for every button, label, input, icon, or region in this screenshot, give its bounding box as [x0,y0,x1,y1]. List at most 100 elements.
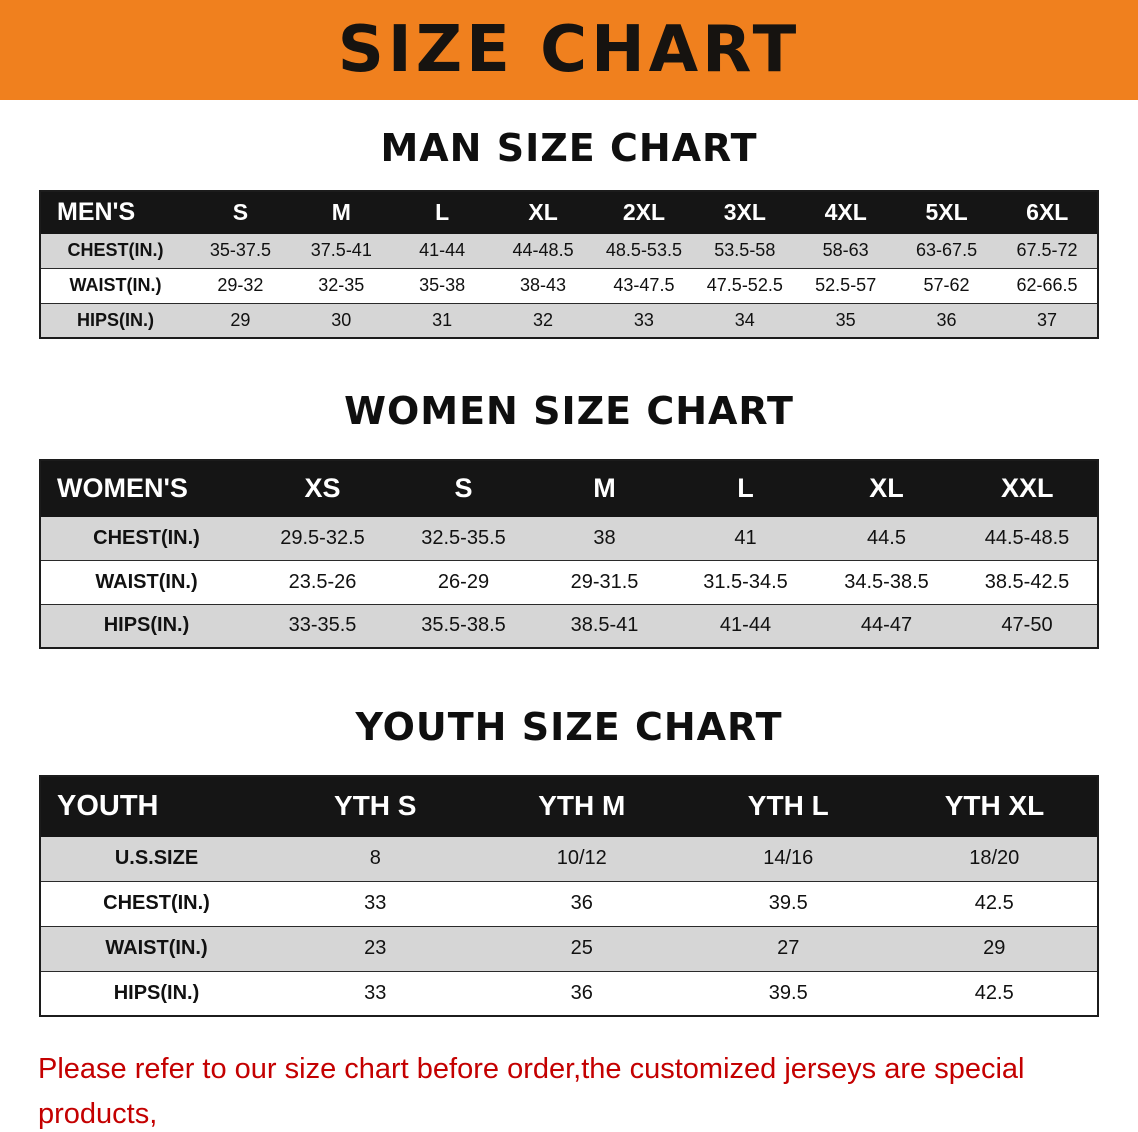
size-column-header: L [391,190,494,234]
table-corner-label: MEN'S [39,190,191,234]
row-label: CHEST(IN.) [40,232,190,269]
youth-chart-title: YOUTH SIZE CHART [355,705,783,749]
size-value: 36 [478,970,685,1017]
size-value: 41-44 [675,603,816,649]
size-value: 37.5-41 [290,232,392,269]
table-row: HIPS(IN.) 29 30 31 32 33 34 35 36 37 [40,302,1098,339]
size-column-header: XL [492,190,594,234]
size-value: 38.5-41 [534,603,675,649]
size-value: 42.5 [891,880,1098,927]
table-corner-label: WOMEN'S [39,459,253,517]
size-value: 35 [795,302,897,339]
order-policy-notice: Please refer to our size chart before or… [38,1047,1138,1132]
size-column-header: YTH S [271,775,479,837]
size-column-header: S [189,190,292,234]
size-value: 47-50 [957,603,1098,649]
size-value: 38.5-42.5 [957,559,1098,605]
size-value: 34 [694,302,796,339]
size-value: 14/16 [685,835,892,882]
size-column-header: S [392,459,535,517]
header-row: YOUTH YTH S YTH M YTH L YTH XL [39,775,1099,837]
row-label: HIPS(IN.) [40,603,252,649]
size-column-header: L [674,459,817,517]
row-label: WAIST(IN.) [40,559,252,605]
size-value: 23 [272,925,479,972]
size-value: 23.5-26 [252,559,393,605]
table-row: HIPS(IN.) 33-35.5 35.5-38.5 38.5-41 41-44 44-… [40,603,1098,649]
youth-table-header: YOUTH YTH S YTH M YTH L YTH XL [39,775,1099,837]
size-value: 29-31.5 [534,559,675,605]
size-value: 31.5-34.5 [675,559,816,605]
table-row: WAIST(IN.) 23.5-26 26-29 29-31.5 31.5-34.5 34… [40,559,1098,605]
header-row: WOMEN'S XS S M L XL XXL [39,459,1099,517]
size-value: 62-66.5 [997,267,1098,304]
size-value: 29.5-32.5 [252,515,393,561]
size-value: 38-43 [492,267,594,304]
size-value: 35-38 [391,267,493,304]
size-value: 32.5-35.5 [393,515,534,561]
table-row: WAIST(IN.) 29-32 32-35 35-38 38-43 43-47.5 47.… [40,267,1098,304]
women-table-body: CHEST(IN.) 29.5-32.5 32.5-35.5 38 41 44.5 44.5… [40,515,1098,649]
row-label: WAIST(IN.) [40,925,272,972]
size-column-header: 4XL [794,190,897,234]
banner: SIZE CHART [0,0,1138,100]
row-label: HIPS(IN.) [40,970,272,1017]
size-value: 36 [478,880,685,927]
size-value: 41 [675,515,816,561]
size-value: 42.5 [891,970,1098,1017]
women-table-header: WOMEN'S XS S M L XL XXL [39,459,1099,517]
size-value: 48.5-53.5 [593,232,695,269]
women-size-table: WOMEN'S XS S M L XL XXL CHEST(IN.) 29.5-32.5 32.… [39,459,1099,649]
size-value: 35.5-38.5 [393,603,534,649]
size-value: 34.5-38.5 [816,559,957,605]
size-value: 29-32 [190,267,291,304]
header-row: MEN'S S M L XL 2XL 3XL 4XL 5XL 6XL [39,190,1099,234]
size-column-header: 3XL [693,190,796,234]
table-corner-label: YOUTH [39,775,273,837]
size-column-header: 6XL [996,190,1099,234]
page-title: SIZE CHART [337,13,801,87]
size-value: 29 [190,302,291,339]
size-value: 39.5 [685,880,892,927]
size-value: 10/12 [478,835,685,882]
size-column-header: YTH M [478,775,686,837]
size-column-header: 5XL [895,190,998,234]
size-value: 33 [272,880,479,927]
order-policy-line-1: Please refer to our size chart before or… [38,1053,1025,1130]
size-value: 30 [290,302,392,339]
men-table-header: MEN'S S M L XL 2XL 3XL 4XL 5XL 6XL [39,190,1099,234]
youth-size-table: YOUTH YTH S YTH M YTH L YTH XL U.S.SIZE 8 10/1… [39,775,1099,1017]
table-row: U.S.SIZE 8 10/12 14/16 18/20 [40,835,1098,882]
size-value: 44-48.5 [492,232,594,269]
size-value: 8 [272,835,479,882]
size-value: 33 [272,970,479,1017]
size-value: 44.5-48.5 [957,515,1098,561]
size-value: 27 [685,925,892,972]
size-value: 67.5-72 [997,232,1098,269]
men-table-body: CHEST(IN.) 35-37.5 37.5-41 41-44 44-48.5 48.5… [40,232,1098,339]
size-column-header: XL [815,459,958,517]
size-value: 32 [492,302,594,339]
row-label: WAIST(IN.) [40,267,190,304]
men-chart-title: MAN SIZE CHART [380,126,758,170]
size-value: 35-37.5 [190,232,291,269]
size-value: 33 [593,302,695,339]
size-value: 18/20 [891,835,1098,882]
size-value: 44-47 [816,603,957,649]
size-value: 47.5-52.5 [694,267,796,304]
size-column-header: YTH XL [891,775,1099,837]
table-row: WAIST(IN.) 23 25 27 29 [40,925,1098,972]
men-size-table: MEN'S S M L XL 2XL 3XL 4XL 5XL 6XL CHEST(IN.) 35-3… [39,190,1099,339]
row-label: CHEST(IN.) [40,515,252,561]
size-value: 44.5 [816,515,957,561]
size-column-header: M [533,459,676,517]
youth-table-body: U.S.SIZE 8 10/12 14/16 18/20 CHEST(IN.) 33 36 39… [40,835,1098,1017]
size-value: 31 [391,302,493,339]
size-value: 63-67.5 [896,232,997,269]
table-row: CHEST(IN.) 33 36 39.5 42.5 [40,880,1098,927]
size-column-header: YTH L [684,775,892,837]
size-value: 41-44 [391,232,493,269]
size-value: 36 [896,302,997,339]
row-label: CHEST(IN.) [40,880,272,927]
